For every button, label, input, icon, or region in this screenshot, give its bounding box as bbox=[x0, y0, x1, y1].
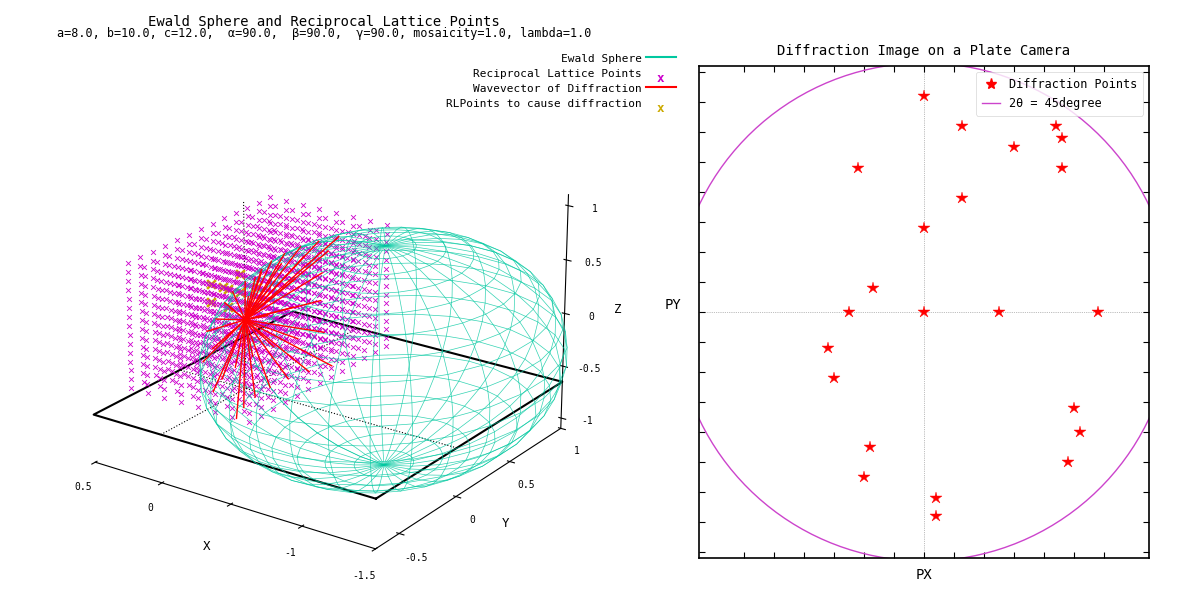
Text: Ewald Sphere: Ewald Sphere bbox=[562, 54, 642, 64]
Text: a=8.0, b=10.0, c=12.0,  α=90.0,  β=90.0,  γ=90.0, mosaicity=1.0, lambda=1.0: a=8.0, b=10.0, c=12.0, α=90.0, β=90.0, γ… bbox=[56, 27, 592, 40]
Text: Ewald Sphere and Reciprocal Lattice Points: Ewald Sphere and Reciprocal Lattice Poin… bbox=[148, 15, 500, 29]
Y-axis label: Y: Y bbox=[502, 517, 510, 530]
Text: x: x bbox=[656, 102, 664, 115]
Y-axis label: PY: PY bbox=[665, 298, 682, 312]
Text: x: x bbox=[656, 72, 664, 85]
X-axis label: X: X bbox=[203, 540, 210, 553]
X-axis label: PX: PX bbox=[916, 568, 932, 583]
Text: Reciprocal Lattice Points: Reciprocal Lattice Points bbox=[473, 69, 642, 79]
Legend: Diffraction Points, 2θ = 45degree: Diffraction Points, 2θ = 45degree bbox=[976, 72, 1144, 116]
Title: Diffraction Image on a Plate Camera: Diffraction Image on a Plate Camera bbox=[778, 44, 1070, 58]
Text: RLPoints to cause diffraction: RLPoints to cause diffraction bbox=[446, 99, 642, 109]
Text: Wavevector of Diffraction: Wavevector of Diffraction bbox=[473, 84, 642, 94]
